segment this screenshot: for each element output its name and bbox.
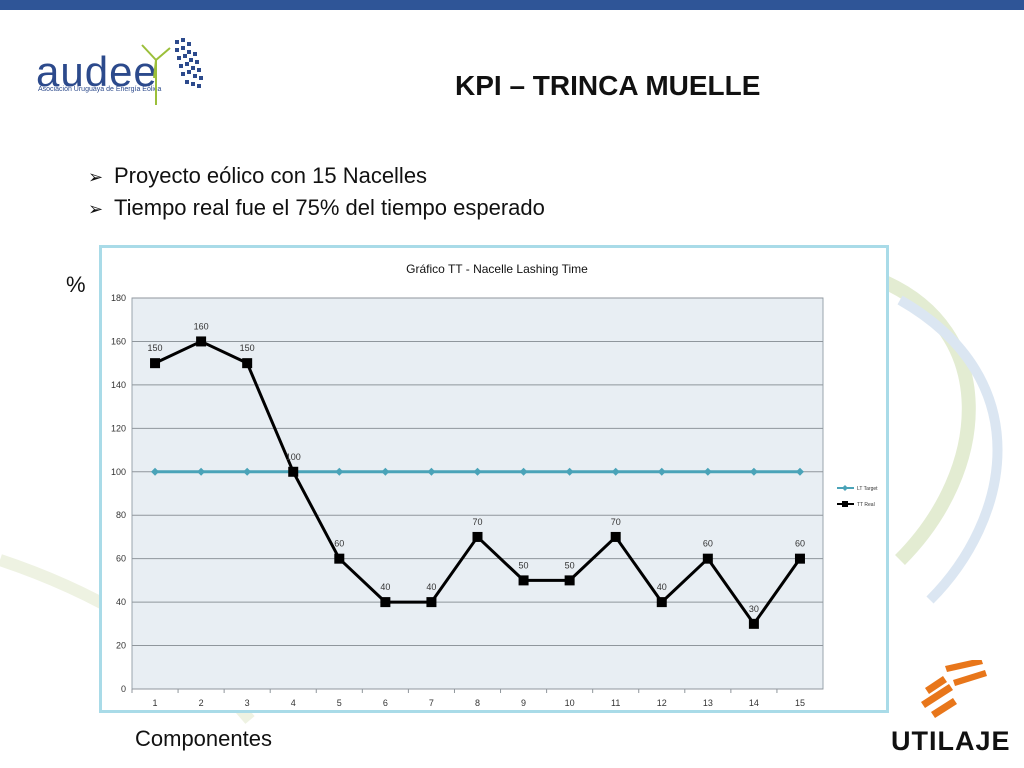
x-tick-label: 11 xyxy=(611,698,620,708)
data-label: 60 xyxy=(795,539,805,549)
page-title: KPI – TRINCA MUELLE xyxy=(455,70,761,101)
x-tick-label: 6 xyxy=(383,698,388,708)
data-point xyxy=(288,466,299,477)
y-tick-label: 120 xyxy=(111,423,126,433)
data-label: 70 xyxy=(611,517,621,527)
data-point xyxy=(472,531,483,542)
data-point xyxy=(150,358,161,369)
y-tick-label: 140 xyxy=(111,380,126,390)
arrow-bullet-icon: ➢ xyxy=(88,199,104,219)
data-point xyxy=(380,597,391,608)
x-axis-caption: Componentes xyxy=(135,726,272,751)
data-label: 60 xyxy=(334,539,344,549)
data-point xyxy=(197,467,206,476)
data-point xyxy=(381,467,390,476)
data-point xyxy=(795,467,804,476)
legend-marker xyxy=(842,485,848,491)
data-label: 150 xyxy=(240,343,255,353)
data-point xyxy=(519,467,528,476)
utilaje-text: UTILAJE xyxy=(891,726,1011,756)
data-point xyxy=(610,531,621,542)
top-bar xyxy=(0,0,1024,10)
data-point xyxy=(702,553,713,564)
data-point xyxy=(196,336,207,347)
utilaje-mark-icon xyxy=(921,660,987,718)
audee-logo: audee Asociación Uruguaya de Energía Eól… xyxy=(30,30,220,110)
y-tick-label: 100 xyxy=(111,467,126,477)
x-tick-label: 7 xyxy=(429,698,434,708)
data-point xyxy=(473,467,482,476)
wind-turbine-icon xyxy=(141,38,203,105)
data-point xyxy=(748,618,759,629)
x-tick-label: 12 xyxy=(657,698,667,708)
chart-title: Gráfico TT - Nacelle Lashing Time xyxy=(406,262,588,276)
y-tick-label: 160 xyxy=(111,336,126,346)
x-tick-label: 9 xyxy=(521,698,526,708)
data-point xyxy=(243,467,252,476)
x-tick-label: 2 xyxy=(199,698,204,708)
data-label: 50 xyxy=(519,560,529,570)
y-tick-label: 180 xyxy=(111,293,126,303)
data-label: 40 xyxy=(380,582,390,592)
bullet-list: ➢ Proyecto eólico con 15 Nacelles ➢ Tiempo… xyxy=(88,160,545,224)
legend-label: TT Real xyxy=(857,502,875,508)
data-label: 40 xyxy=(426,582,436,592)
x-tick-label: 14 xyxy=(749,698,759,708)
y-tick-label: 0 xyxy=(121,684,126,694)
x-tick-label: 3 xyxy=(245,698,250,708)
x-tick-label: 8 xyxy=(475,698,480,708)
data-label: 160 xyxy=(194,321,209,331)
data-point xyxy=(518,575,529,586)
utilaje-logo: UTILAJE xyxy=(885,660,1015,760)
chart-container: Gráfico TT - Nacelle Lashing Time 0 20 40 60… xyxy=(99,245,889,713)
data-point xyxy=(657,467,666,476)
y-tick-label: 40 xyxy=(116,597,126,607)
bullet-text: Proyecto eólico con 15 Nacelles xyxy=(114,163,428,188)
y-tick-label: 80 xyxy=(116,510,126,520)
data-point xyxy=(703,467,712,476)
x-tick-label: 10 xyxy=(565,698,575,708)
bullet-text: Tiempo real fue el 75% del tiempo espera… xyxy=(114,195,545,220)
data-point xyxy=(564,575,575,586)
data-point xyxy=(427,467,436,476)
data-point xyxy=(794,553,805,564)
data-point xyxy=(656,597,667,608)
data-label: 70 xyxy=(472,517,482,527)
logo-subtitle: Asociación Uruguaya de Energía Eólica xyxy=(38,86,162,93)
data-point xyxy=(334,553,345,564)
data-label: 60 xyxy=(703,539,713,549)
data-label: 150 xyxy=(148,343,163,353)
x-tick-label: 13 xyxy=(703,698,713,708)
data-point xyxy=(749,467,758,476)
x-tick-label: 5 xyxy=(337,698,342,708)
legend-label: LT Target xyxy=(857,486,878,492)
data-point xyxy=(242,358,253,369)
data-label: 100 xyxy=(286,452,301,462)
data-point xyxy=(565,467,574,476)
y-tick-label: 20 xyxy=(116,641,126,651)
arrow-bullet-icon: ➢ xyxy=(88,167,104,187)
y-unit-label: % xyxy=(66,272,86,297)
bullet-item: ➢ Proyecto eólico con 15 Nacelles xyxy=(88,160,545,192)
x-tick-label: 15 xyxy=(795,698,805,708)
data-point xyxy=(151,467,160,476)
data-point xyxy=(426,597,437,608)
data-label: 40 xyxy=(657,582,667,592)
data-point xyxy=(335,467,344,476)
data-point xyxy=(611,467,620,476)
logo-text: audee xyxy=(36,48,158,95)
legend-marker xyxy=(842,501,848,507)
data-label: 30 xyxy=(749,604,759,614)
data-label: 50 xyxy=(565,560,575,570)
x-tick-label: 4 xyxy=(291,698,296,708)
bullet-item: ➢ Tiempo real fue el 75% del tiempo esper… xyxy=(88,192,545,224)
y-tick-label: 60 xyxy=(116,554,126,564)
x-tick-label: 1 xyxy=(153,698,158,708)
line-chart: Gráfico TT - Nacelle Lashing Time 0 20 40 60… xyxy=(111,262,878,708)
